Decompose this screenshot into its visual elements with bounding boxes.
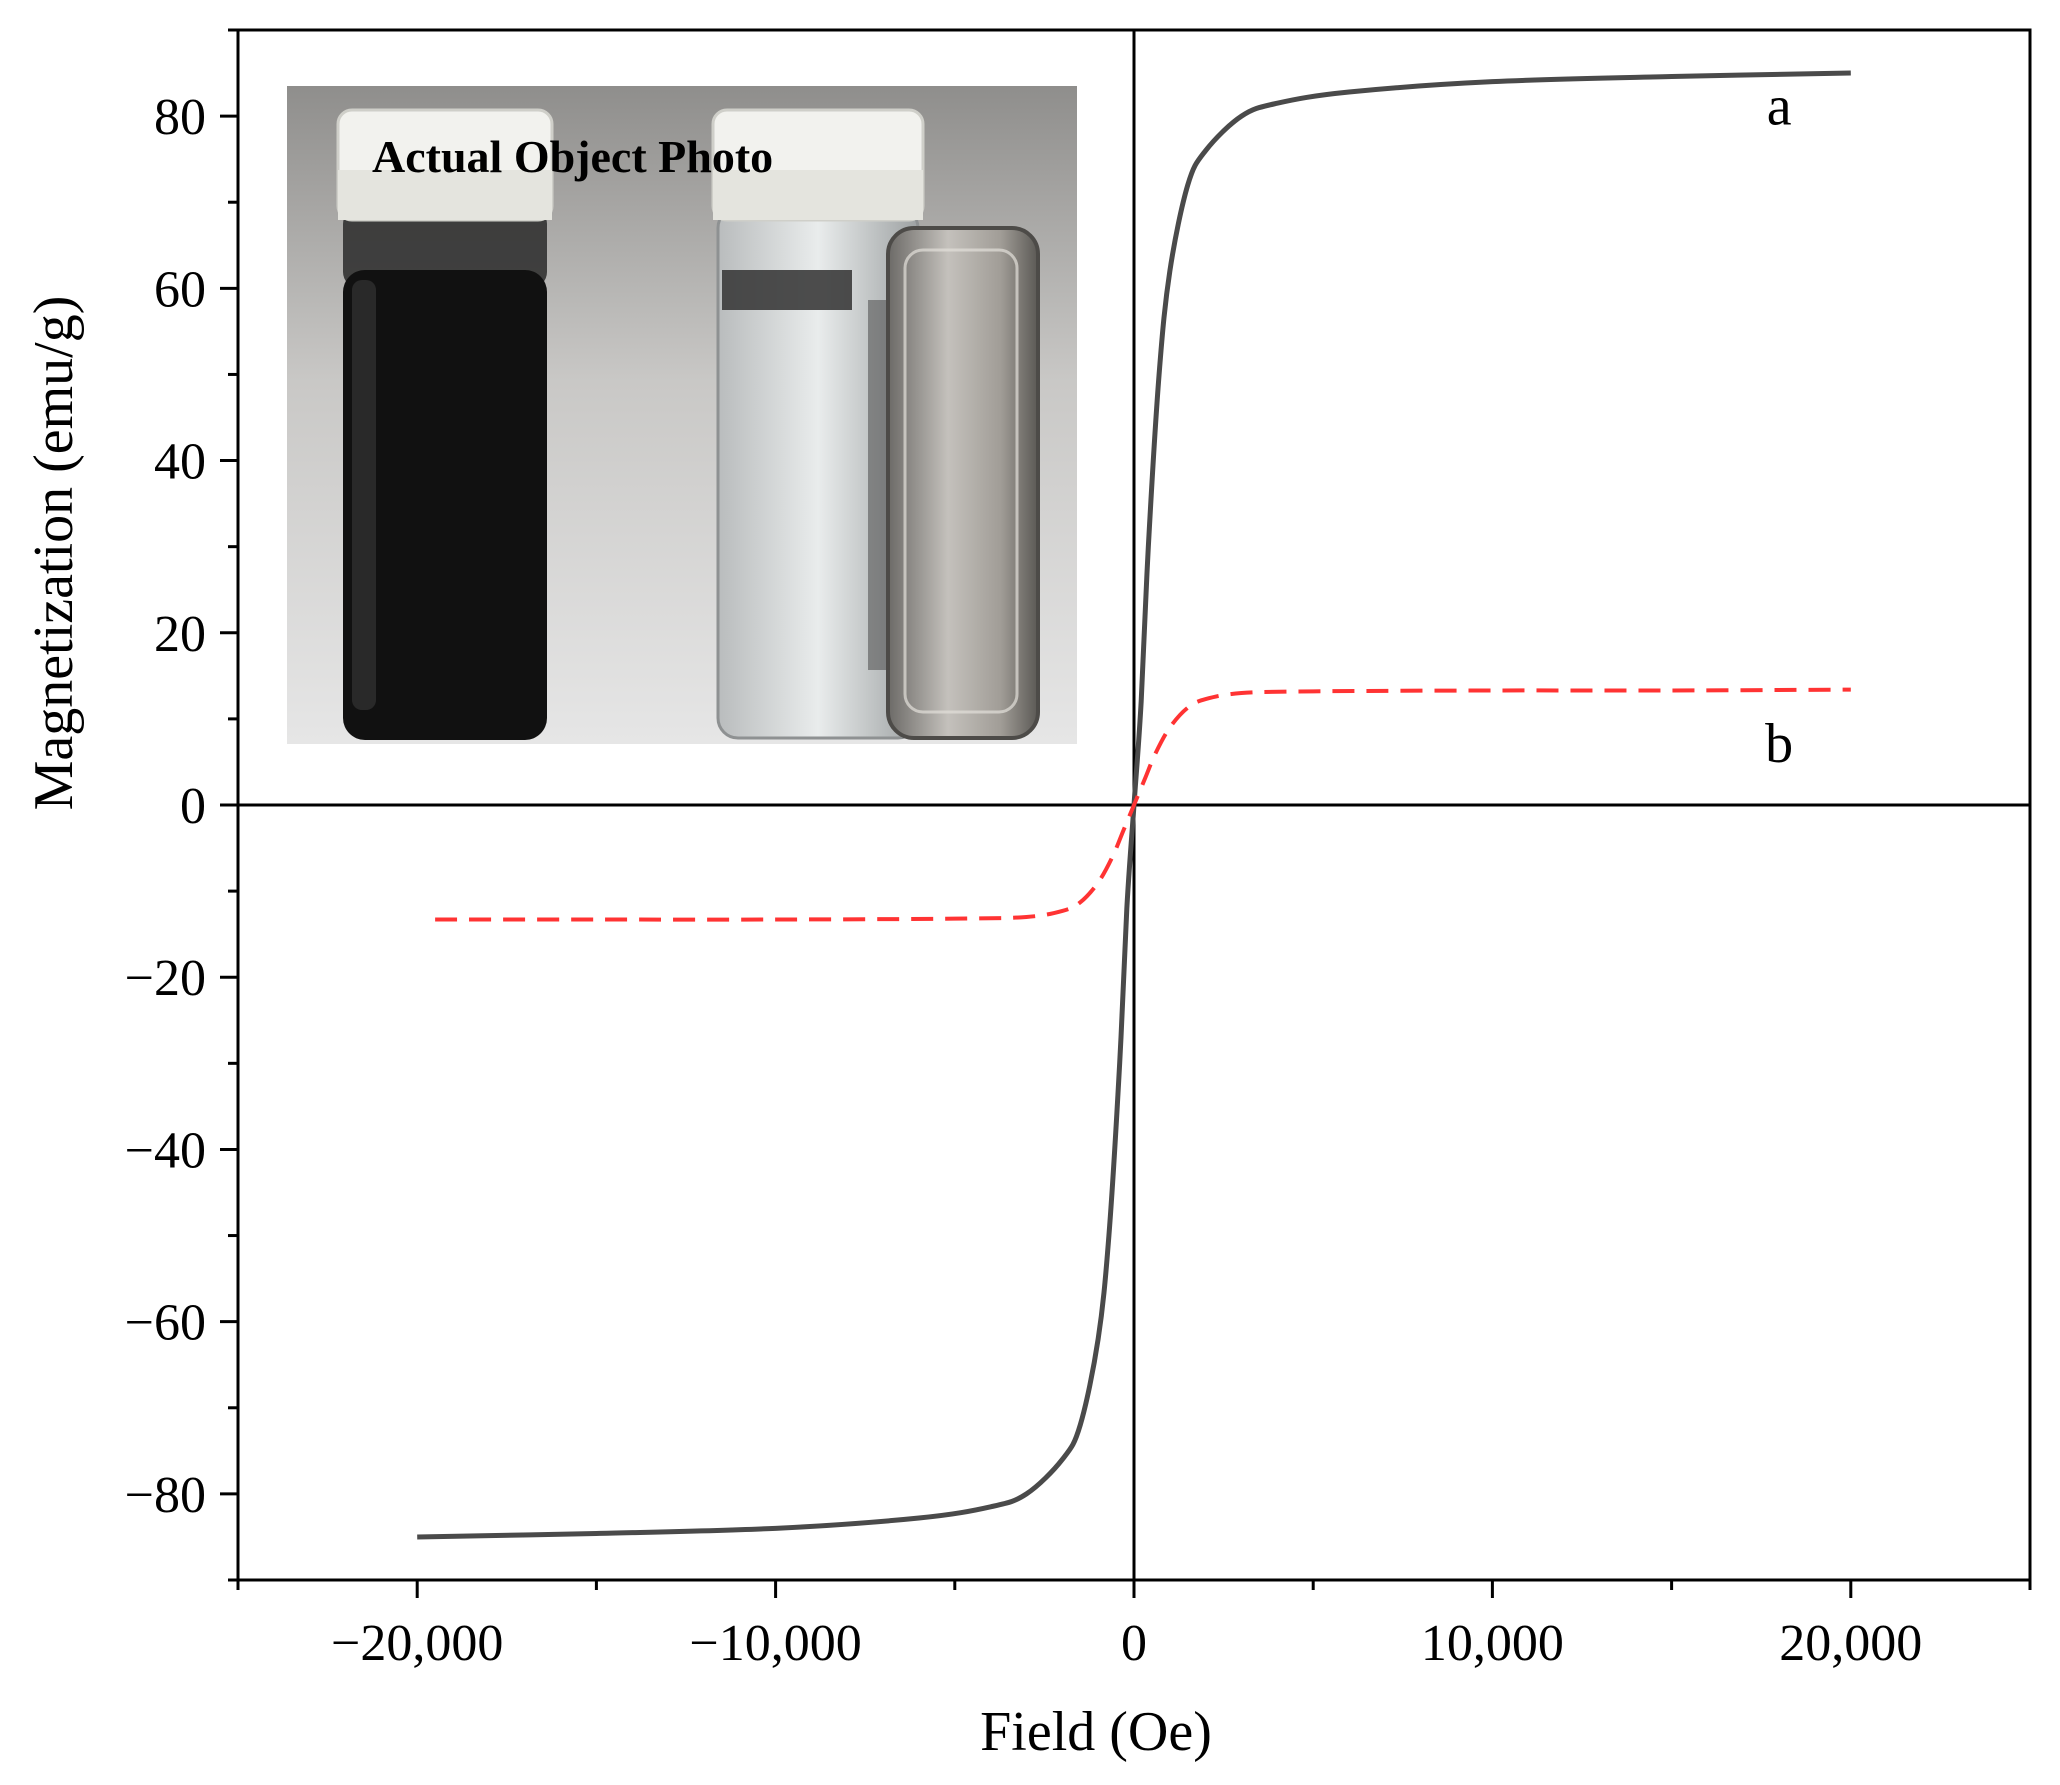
inset-photo-caption: Actual Object Photo (372, 131, 773, 182)
y-tick-label: −60 (125, 1295, 206, 1352)
curve-label-a: a (1767, 76, 1792, 138)
x-axis: −20,000 −10,000 0 10,000 20,000 (236, 1580, 2032, 1672)
y-tick-label: −20 (125, 950, 206, 1007)
x-tick-label: 20,000 (1779, 1615, 1922, 1672)
series-line-b (435, 687, 1851, 922)
x-tick-label: 0 (1121, 1615, 1147, 1672)
y-tick-label: 40 (154, 434, 206, 491)
magnet-block (886, 226, 1040, 740)
y-axis-title: Magnetization (emu/g) (23, 296, 85, 811)
y-axis: −80 −60 −40 −20 0 20 40 60 80 (125, 28, 238, 1582)
vial-dispersed (336, 108, 554, 740)
y-tick-label: 0 (180, 778, 206, 835)
y-tick-label: −80 (125, 1467, 206, 1524)
annotations: ab (1765, 76, 1793, 775)
inset-photo: Actual Object Photo (287, 86, 1077, 744)
x-axis-title: Field (Oe) (980, 1701, 1212, 1763)
x-tick-label: −20,000 (331, 1615, 503, 1672)
x-tick-label: 10,000 (1421, 1615, 1564, 1672)
curve-label-b: b (1765, 713, 1793, 775)
series-layer (417, 70, 1851, 1540)
y-tick-label: −40 (125, 1122, 206, 1179)
x-tick-label: −10,000 (689, 1615, 861, 1672)
y-tick-label: 80 (154, 89, 206, 146)
y-tick-label: 20 (154, 606, 206, 663)
y-tick-label: 60 (154, 261, 206, 318)
